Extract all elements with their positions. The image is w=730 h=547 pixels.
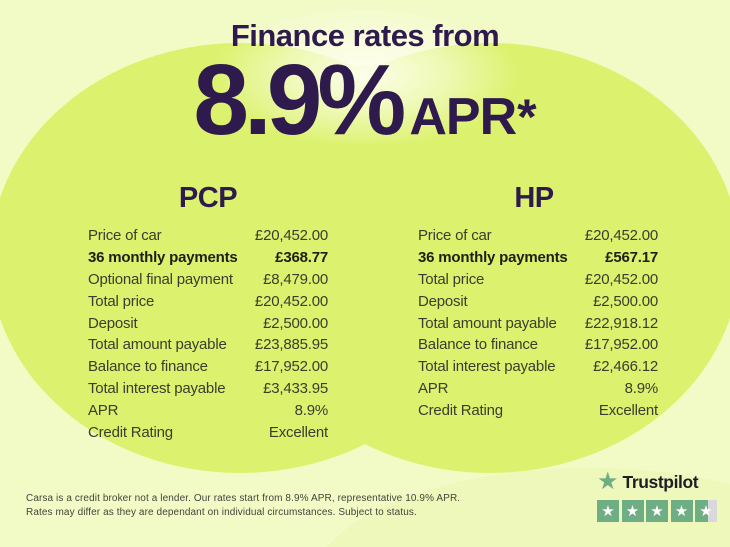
row-label: Deposit — [418, 292, 468, 310]
row-label: Total interest payable — [88, 380, 226, 398]
row-value: Excellent — [598, 402, 658, 420]
row-value: £17,952.00 — [254, 358, 328, 376]
star-glyph: ★ — [625, 502, 640, 520]
row-label: Total amount payable — [418, 314, 557, 332]
hp-table: Price of car £20,452.00 36 monthly payment… — [418, 227, 658, 424]
trustpilot-badge[interactable]: ★ Trustpilot ★ ★ ★ ★ ★ — [597, 470, 721, 522]
table-row: Price of car £20,452.00 — [88, 227, 328, 249]
apr-headline: 8.9% APR * — [0, 50, 730, 150]
row-label: Price of car — [88, 227, 162, 244]
hp-column-title: HP — [514, 182, 554, 214]
row-value: £8,479.00 — [263, 270, 328, 288]
table-row: Optional final payment £8,479.00 — [88, 271, 328, 293]
pcp-table: Price of car £20,452.00 36 monthly payment… — [88, 227, 328, 446]
row-value: £2,500.00 — [593, 292, 658, 310]
trustpilot-wordmark: ★ Trustpilot — [597, 470, 721, 494]
row-value: £368.77 — [275, 248, 328, 266]
row-label: Balance to finance — [88, 358, 208, 376]
table-row: Total interest payable £2,466.12 — [418, 358, 658, 380]
trustpilot-brand-name: Trustpilot — [622, 471, 699, 492]
row-label: Optional final payment — [88, 270, 233, 288]
row-label: Total amount payable — [88, 336, 227, 354]
row-label: Credit Rating — [88, 424, 173, 442]
disclaimer-text: Carsa is a credit broker not a lender. O… — [26, 492, 476, 520]
row-value: £20,452.00 — [254, 292, 328, 310]
star-glyph: ★ — [674, 502, 689, 520]
trustpilot-rating-star-icon: ★ — [695, 500, 717, 522]
row-label: Balance to finance — [418, 336, 538, 354]
table-row: Balance to finance £17,952.00 — [88, 358, 328, 380]
apr-asterisk: * — [517, 89, 537, 145]
row-value: £2,500.00 — [263, 314, 328, 332]
row-value: £17,952.00 — [584, 336, 658, 354]
table-row: APR 8.9% — [88, 402, 328, 424]
row-label: APR — [418, 380, 449, 398]
apr-label: APR — [409, 88, 517, 146]
row-value: £20,452.00 — [254, 227, 328, 244]
row-label: 36 monthly payments — [418, 248, 568, 266]
row-label: 36 monthly payments — [88, 248, 238, 266]
table-row: 36 monthly payments £567.17 — [418, 249, 658, 271]
table-row: Deposit £2,500.00 — [88, 315, 328, 337]
row-value: £2,466.12 — [593, 358, 658, 376]
row-value: £22,918.12 — [584, 314, 658, 332]
row-value: Excellent — [268, 424, 328, 442]
trustpilot-logo-star-icon: ★ — [597, 468, 619, 495]
table-row: Credit Rating Excellent — [88, 424, 328, 446]
row-label: Total price — [88, 292, 155, 310]
trustpilot-rating-star-icon: ★ — [621, 500, 644, 522]
banner-title: Finance rates from — [230, 18, 500, 53]
trustpilot-rating-star-icon: ★ — [670, 500, 693, 522]
pcp-column-title: PCP — [178, 182, 238, 214]
table-row: APR 8.9% — [418, 380, 658, 402]
table-row: Deposit £2,500.00 — [418, 293, 658, 315]
row-label: Credit Rating — [418, 402, 503, 420]
row-label: APR — [88, 402, 119, 420]
row-value: £23,885.95 — [254, 336, 328, 354]
table-row: Credit Rating Excellent — [418, 402, 658, 424]
row-value: £20,452.00 — [584, 270, 658, 288]
table-row: Total amount payable £22,918.12 — [418, 315, 658, 337]
table-row: Price of car £20,452.00 — [418, 227, 658, 249]
center-glow — [205, 0, 525, 150]
row-label: Price of car — [418, 227, 492, 244]
table-row: Total price £20,452.00 — [418, 271, 658, 293]
star-glyph: ★ — [699, 502, 713, 520]
star-glyph: ★ — [601, 502, 615, 520]
table-row: Balance to finance £17,952.00 — [418, 336, 658, 358]
table-row: 36 monthly payments £368.77 — [88, 249, 328, 271]
row-value: £3,433.95 — [263, 380, 328, 398]
disclaimer-line-2: Rates may differ as they are dependant o… — [26, 507, 417, 518]
row-label: Deposit — [88, 314, 138, 332]
row-label: Total price — [418, 270, 485, 288]
table-row: Total interest payable £3,433.95 — [88, 380, 328, 402]
row-value: 8.9% — [294, 402, 329, 420]
row-value: £20,452.00 — [584, 227, 658, 244]
trustpilot-stars: ★ ★ ★ ★ ★ — [597, 500, 721, 522]
row-label: Total interest payable — [418, 358, 556, 376]
star-glyph: ★ — [650, 502, 664, 520]
apr-rate-value: 8.9% — [193, 44, 406, 156]
disclaimer-line-1: Carsa is a credit broker not a lender. O… — [26, 493, 461, 504]
trustpilot-rating-star-icon: ★ — [597, 500, 619, 522]
row-value: 8.9% — [624, 380, 659, 398]
table-row: Total price £20,452.00 — [88, 293, 328, 315]
table-row: Total amount payable £23,885.95 — [88, 336, 328, 358]
trustpilot-rating-star-icon: ★ — [646, 500, 668, 522]
row-value: £567.17 — [605, 248, 658, 266]
